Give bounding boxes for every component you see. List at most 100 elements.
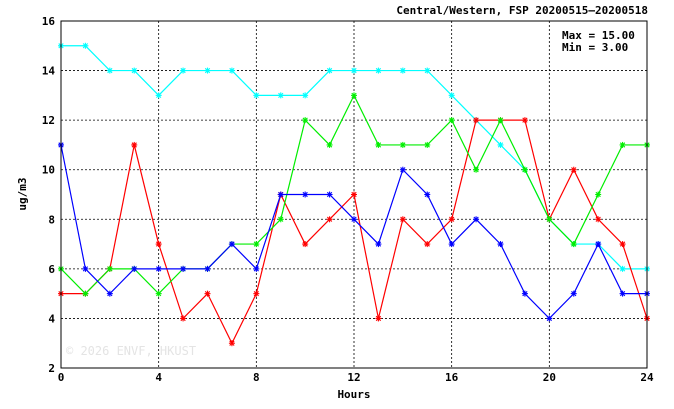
data-point bbox=[204, 67, 211, 74]
data-point bbox=[595, 216, 602, 223]
data-point bbox=[424, 241, 431, 248]
data-point bbox=[180, 315, 187, 322]
data-point bbox=[82, 42, 89, 49]
data-point bbox=[253, 241, 260, 248]
data-point bbox=[546, 315, 553, 322]
data-point bbox=[448, 216, 455, 223]
data-point bbox=[155, 290, 162, 297]
data-point bbox=[180, 67, 187, 74]
data-point bbox=[155, 241, 162, 248]
data-point bbox=[424, 67, 431, 74]
data-point bbox=[497, 241, 504, 248]
x-tick-label: 24 bbox=[640, 371, 654, 384]
data-point bbox=[326, 67, 333, 74]
y-tick-label: 2 bbox=[48, 362, 55, 375]
data-point bbox=[277, 216, 284, 223]
data-point bbox=[302, 92, 309, 99]
watermark: © 2026 ENVF, HKUST bbox=[66, 344, 196, 358]
data-point bbox=[497, 117, 504, 124]
data-point bbox=[302, 241, 309, 248]
data-point bbox=[131, 265, 138, 272]
data-point bbox=[595, 191, 602, 198]
data-point bbox=[351, 92, 357, 99]
data-point bbox=[448, 241, 455, 248]
data-point bbox=[302, 117, 309, 124]
data-point bbox=[204, 265, 211, 272]
data-point bbox=[375, 241, 382, 248]
data-point bbox=[619, 265, 626, 272]
data-point bbox=[326, 216, 333, 223]
data-point bbox=[131, 141, 138, 148]
data-point bbox=[351, 191, 357, 198]
chart-title: Central/Western, FSP 20200515–20200518 bbox=[396, 4, 648, 17]
data-point bbox=[473, 117, 480, 124]
data-point bbox=[253, 92, 260, 99]
data-point bbox=[570, 290, 577, 297]
data-point bbox=[277, 92, 284, 99]
y-tick-label: 14 bbox=[42, 65, 56, 78]
data-point bbox=[155, 265, 162, 272]
data-point bbox=[155, 92, 162, 99]
data-point bbox=[351, 67, 357, 74]
data-point bbox=[473, 166, 480, 173]
data-point bbox=[399, 141, 406, 148]
data-point bbox=[326, 141, 333, 148]
x-tick-label: 20 bbox=[543, 371, 556, 384]
x-tick-label: 12 bbox=[347, 371, 360, 384]
y-tick-label: 12 bbox=[42, 114, 55, 127]
data-point bbox=[351, 216, 357, 223]
max-stat: Max = 15.00 bbox=[562, 29, 635, 42]
data-point bbox=[253, 290, 260, 297]
y-tick-label: 4 bbox=[48, 312, 55, 325]
data-point bbox=[180, 265, 187, 272]
data-point bbox=[106, 265, 113, 272]
data-point bbox=[106, 290, 113, 297]
data-point bbox=[375, 141, 382, 148]
x-tick-label: 0 bbox=[58, 371, 65, 384]
data-point bbox=[448, 117, 455, 124]
y-tick-label: 6 bbox=[48, 263, 55, 276]
x-tick-label: 4 bbox=[155, 371, 162, 384]
x-tick-label: 8 bbox=[253, 371, 260, 384]
data-point bbox=[131, 67, 138, 74]
data-point bbox=[204, 290, 211, 297]
data-point bbox=[399, 166, 406, 173]
data-point bbox=[473, 216, 480, 223]
data-point bbox=[619, 290, 626, 297]
data-point bbox=[424, 191, 431, 198]
data-point bbox=[546, 216, 553, 223]
data-point bbox=[619, 241, 626, 248]
data-point bbox=[570, 241, 577, 248]
min-stat: Min = 3.00 bbox=[562, 41, 628, 54]
plot-frame bbox=[60, 20, 648, 369]
data-point bbox=[399, 216, 406, 223]
y-tick-label: 16 bbox=[42, 15, 56, 28]
y-axis-label: ug/m3 bbox=[16, 177, 29, 210]
data-point bbox=[375, 67, 382, 74]
data-point bbox=[82, 265, 89, 272]
data-point bbox=[570, 166, 577, 173]
data-point bbox=[302, 191, 309, 198]
data-point bbox=[106, 67, 113, 74]
data-point bbox=[619, 141, 626, 148]
data-point bbox=[326, 191, 333, 198]
data-point bbox=[228, 241, 235, 248]
y-tick-label: 10 bbox=[42, 164, 55, 177]
data-point bbox=[424, 141, 431, 148]
data-point bbox=[228, 67, 235, 74]
data-point bbox=[277, 191, 284, 198]
data-point bbox=[521, 290, 528, 297]
data-point bbox=[399, 67, 406, 74]
data-point bbox=[253, 265, 260, 272]
data-point bbox=[497, 141, 504, 148]
data-point bbox=[82, 290, 89, 297]
y-tick-label: 8 bbox=[48, 213, 55, 226]
x-axis-label: Hours bbox=[337, 388, 370, 401]
x-tick-label: 16 bbox=[445, 371, 459, 384]
series-group bbox=[58, 42, 650, 347]
data-point bbox=[448, 92, 455, 99]
data-point bbox=[521, 166, 528, 173]
data-point bbox=[595, 241, 602, 248]
